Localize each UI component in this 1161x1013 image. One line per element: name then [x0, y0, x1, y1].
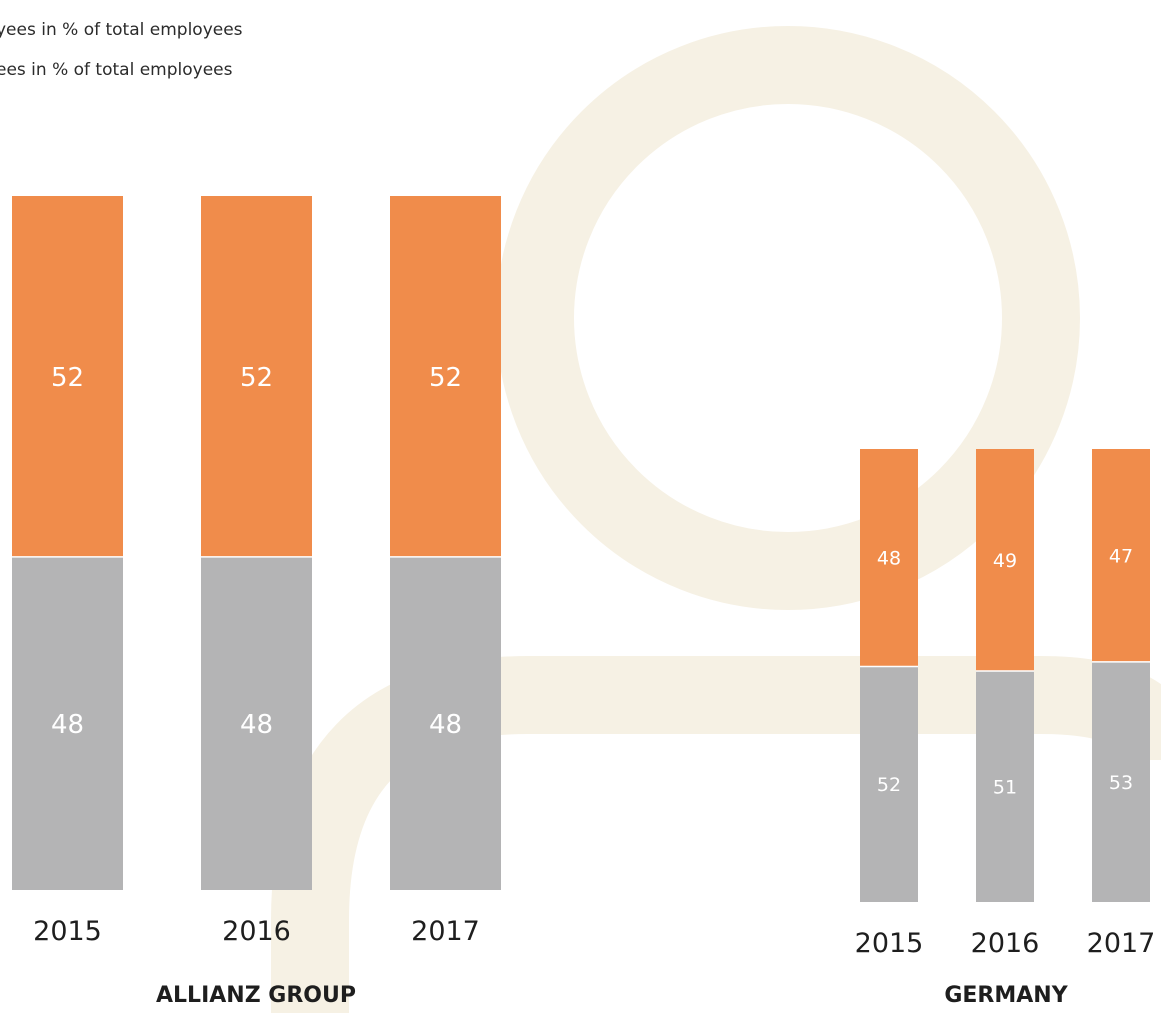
data-label-1-2016-orange: 52 — [240, 363, 273, 393]
bar-segment-2-2017-gray — [1092, 661, 1150, 902]
bar-segment-1-2016-orange — [201, 196, 312, 557]
data-label-1-2017-gray: 48 — [429, 710, 462, 740]
bar-segment-1-2015-orange — [12, 196, 123, 557]
data-label-1-2015-gray: 48 — [51, 710, 84, 740]
x-tick-label-1-2017: 2017 — [411, 916, 480, 947]
background-ring-shape — [496, 26, 1080, 610]
bar-segment-2-2017-orange — [1092, 449, 1150, 662]
chart-title-2: GERMANY — [944, 983, 1068, 1008]
labels-layer: 48 52 2015 48 52 2016 48 52 2017 ALLIANZ GROUP 52 4… — [33, 363, 1155, 1008]
bars-layer — [12, 196, 1150, 902]
x-tick-label-1-2016: 2016 — [222, 916, 291, 947]
bar-segment-1-2015-gray — [12, 556, 123, 890]
x-tick-label-2-2015: 2015 — [855, 928, 924, 959]
data-label-1-2017-orange: 52 — [429, 363, 462, 393]
chart-title-1: ALLIANZ GROUP — [156, 983, 356, 1008]
bar-segment-1-2017-gray — [390, 556, 501, 890]
legend-item-orange: yees in % of total employees — [0, 20, 243, 40]
bar-segment-2-2016-orange — [976, 449, 1034, 671]
bar-segment-2-2015-orange — [860, 449, 918, 667]
data-label-2-2017-gray: 53 — [1109, 772, 1133, 794]
data-label-2-2016-orange: 49 — [993, 550, 1017, 572]
bar-segment-1-2016-gray — [201, 556, 312, 890]
data-label-1-2016-gray: 48 — [240, 710, 273, 740]
bar-segment-2-2016-gray — [976, 670, 1034, 902]
bar-segment-2-2015-gray — [860, 666, 918, 902]
data-label-1-2015-orange: 52 — [51, 363, 84, 393]
x-tick-label-1-2015: 2015 — [33, 916, 102, 947]
legend-item-gray: ees in % of total employees — [0, 60, 233, 80]
data-label-2-2017-orange: 47 — [1109, 545, 1133, 567]
x-tick-label-2-2016: 2016 — [971, 928, 1040, 959]
bar-segment-1-2017-orange — [390, 196, 501, 557]
data-label-2-2016-gray: 51 — [993, 776, 1017, 798]
data-label-2-2015-orange: 48 — [877, 548, 901, 570]
data-label-2-2015-gray: 52 — [877, 774, 901, 796]
x-tick-label-2-2017: 2017 — [1087, 928, 1156, 959]
